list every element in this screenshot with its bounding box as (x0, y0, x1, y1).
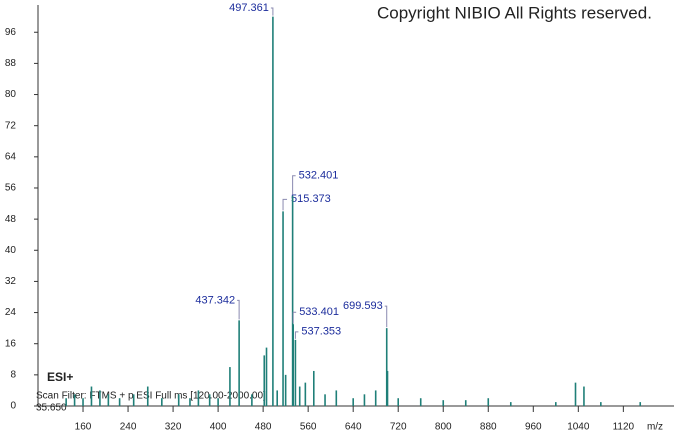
x-tick-label: 160 (75, 422, 92, 433)
y-tick-label: 80 (5, 89, 17, 100)
label-bracket (292, 175, 296, 195)
y-tick-label: 32 (5, 276, 17, 287)
label-bracket (237, 299, 240, 320)
y-tick-label: 40 (5, 245, 17, 256)
x-tick-label: 240 (120, 422, 137, 433)
y-tick-label: 8 (10, 369, 16, 380)
y-tick-label: 56 (5, 183, 17, 194)
x-tick-label: 880 (480, 422, 497, 433)
ionization: ESI+ (47, 370, 73, 384)
y-tick-label: 72 (5, 120, 17, 131)
x-tick-label: 1040 (567, 422, 590, 433)
scan-filter: Scan Filter: FTMS + p ESI Full ms [120.0… (36, 391, 266, 402)
label-bracket (384, 305, 388, 328)
peak-label: 437.342 (195, 294, 235, 306)
y-tick-label: 48 (5, 214, 17, 225)
label-bracket (294, 331, 299, 339)
x-tick-label: 720 (390, 422, 407, 433)
y-tick-label: 0 (10, 401, 16, 412)
x-tick-label: 480 (255, 422, 272, 433)
label-bracket (292, 311, 297, 324)
peak-label: 515.373 (291, 193, 331, 205)
retention-time: 35.650 (36, 403, 67, 414)
x-tick-label: 1120 (613, 422, 635, 433)
copyright: Copyright NIBIO All Rights reserved. (377, 3, 652, 22)
y-tick-label: 96 (5, 27, 17, 38)
x-tick-label: 960 (525, 422, 542, 433)
peak-label: 533.401 (299, 306, 339, 318)
label-bracket (270, 7, 274, 16)
y-tick-label: 16 (5, 338, 17, 349)
y-tick-label: 24 (5, 307, 17, 318)
label-bracket (282, 198, 288, 211)
x-tick-label: 800 (435, 422, 452, 433)
peak-label: 497.361 (229, 2, 269, 14)
peak-label: 537.353 (301, 326, 341, 338)
peak-label: 699.593 (343, 300, 383, 312)
y-tick-label: 64 (5, 151, 17, 162)
x-axis-label: m/z (647, 422, 663, 433)
y-tick-label: 88 (5, 58, 17, 69)
x-tick-label: 640 (345, 422, 362, 433)
peak-label: 532.401 (299, 170, 339, 182)
x-tick-label: 400 (210, 422, 227, 433)
x-tick-label: 320 (165, 422, 182, 433)
x-tick-label: 560 (300, 422, 317, 433)
